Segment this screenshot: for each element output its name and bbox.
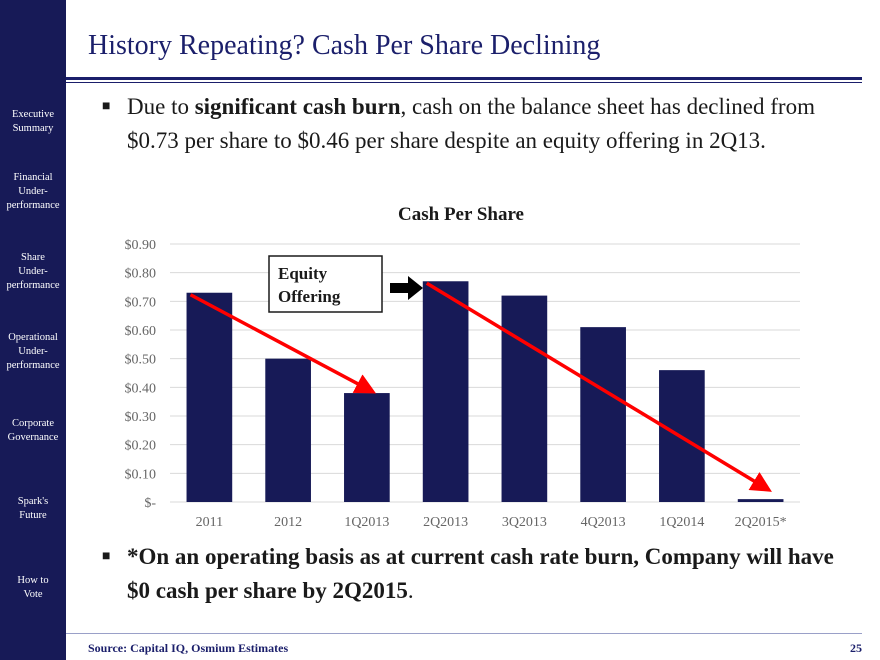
annotation-text: Equity xyxy=(278,264,328,283)
chart-bars xyxy=(186,281,784,502)
y-tick-label: $0.90 xyxy=(125,238,157,253)
bar xyxy=(580,327,626,502)
sidebar-item-how-to-vote[interactable]: How to Vote xyxy=(0,574,66,602)
x-tick-label: 3Q2013 xyxy=(502,515,547,530)
chart-y-axis: $- $0.10 $0.20 $0.30 $0.40 $0.50 $0.60 $0.70 $0.… xyxy=(125,238,157,511)
annotation-box xyxy=(268,255,383,313)
equity-offering-annotation: Equity Offering xyxy=(268,255,423,313)
square-bullet-icon: ■ xyxy=(102,99,111,114)
sidebar-item-label: Under- xyxy=(18,186,48,197)
sidebar-item-label: Summary xyxy=(12,123,54,134)
sidebar-nav: Executive Summary Financial Under- perfo… xyxy=(0,0,66,660)
sidebar-item-label: Share xyxy=(21,252,45,263)
bar xyxy=(265,358,311,502)
sidebar-item-label: performance xyxy=(6,360,60,371)
sidebar-item-label: How to xyxy=(17,575,49,586)
bullet-text: , cash on the balance sheet has declined… xyxy=(127,94,815,153)
sidebar-item-label: Executive xyxy=(12,109,54,120)
x-tick-label: 2011 xyxy=(196,515,223,530)
x-tick-label: 1Q2013 xyxy=(344,515,389,530)
sidebar-item-label: Future xyxy=(19,510,47,521)
y-tick-label: $0.70 xyxy=(125,295,157,310)
y-tick-label: $0.10 xyxy=(125,467,157,482)
trend-arrow xyxy=(189,293,377,394)
sidebar-item-label: Financial xyxy=(13,172,53,183)
sidebar-item-label: Operational xyxy=(8,332,58,343)
sidebar-item-label: performance xyxy=(6,200,60,211)
bullet-point-projection: ■ *On an operating basis as at current c… xyxy=(102,540,862,608)
sidebar-item-corporate-governance[interactable]: Corporate Governance xyxy=(0,417,66,445)
bullet-text: . xyxy=(407,578,414,603)
bar xyxy=(344,393,390,502)
annotation-text: Offering xyxy=(278,287,341,306)
chart-trend-arrows xyxy=(189,281,772,492)
sidebar-item-operational-underperformance[interactable]: Operational Under- performance xyxy=(0,331,66,373)
bar xyxy=(422,281,469,502)
sidebar-item-label: performance xyxy=(6,280,60,291)
chart-gridlines xyxy=(170,243,800,503)
sidebar-item-sparks-future[interactable]: Spark's Future xyxy=(0,495,66,523)
chart-x-axis: 2011 2012 1Q2013 2Q2013 3Q2013 4Q2013 1Q2014 2Q… xyxy=(196,515,787,530)
sidebar-item-label: Under- xyxy=(18,266,48,277)
sidebar-item-label: Corporate xyxy=(12,418,54,429)
title-divider-thin xyxy=(66,82,862,83)
bullet-emphasis: significant cash burn xyxy=(194,94,401,119)
bar xyxy=(501,295,548,502)
sidebar-item-label: Spark's xyxy=(17,496,49,507)
footer-divider xyxy=(66,633,862,634)
y-tick-label: $0.20 xyxy=(125,439,157,454)
sidebar-item-label: Under- xyxy=(18,346,48,357)
bullet-emphasis: *On an operating basis as at current cas… xyxy=(127,544,834,603)
y-tick-label: $0.80 xyxy=(125,267,157,282)
sidebar-item-label: Governance xyxy=(7,432,59,443)
y-tick-label: $0.40 xyxy=(125,381,157,396)
x-tick-label: 2Q2015* xyxy=(735,515,787,530)
y-tick-label: $0.50 xyxy=(125,353,157,368)
bar xyxy=(737,499,784,502)
sidebar-item-financial-underperformance[interactable]: Financial Under- performance xyxy=(0,171,66,213)
bullet-text: Due to xyxy=(127,94,195,119)
chart-title: Cash Per Share xyxy=(398,204,524,225)
page-number: 25 xyxy=(850,641,862,655)
square-bullet-icon: ■ xyxy=(102,549,111,564)
bullet-point-cash-burn: ■ Due to significant cash burn, cash on … xyxy=(102,90,842,158)
y-tick-label: $0.30 xyxy=(125,410,157,425)
slide-title: History Repeating? Cash Per Share Declin… xyxy=(88,30,601,61)
x-tick-label: 4Q2013 xyxy=(581,515,626,530)
title-divider xyxy=(66,77,862,80)
x-tick-label: 2Q2013 xyxy=(423,515,468,530)
y-tick-label: $- xyxy=(144,496,156,511)
x-tick-label: 1Q2014 xyxy=(659,515,704,530)
trend-arrow xyxy=(425,281,772,492)
sidebar-item-label: Vote xyxy=(23,589,43,600)
bar xyxy=(186,292,233,502)
footer-source: Source: Capital IQ, Osmium Estimates xyxy=(88,641,289,655)
right-arrow-icon xyxy=(390,276,423,300)
sidebar-item-executive-summary[interactable]: Executive Summary xyxy=(0,108,66,136)
x-tick-label: 2012 xyxy=(274,515,302,530)
sidebar-item-share-underperformance[interactable]: Share Under- performance xyxy=(0,251,66,293)
y-tick-label: $0.60 xyxy=(125,324,157,339)
